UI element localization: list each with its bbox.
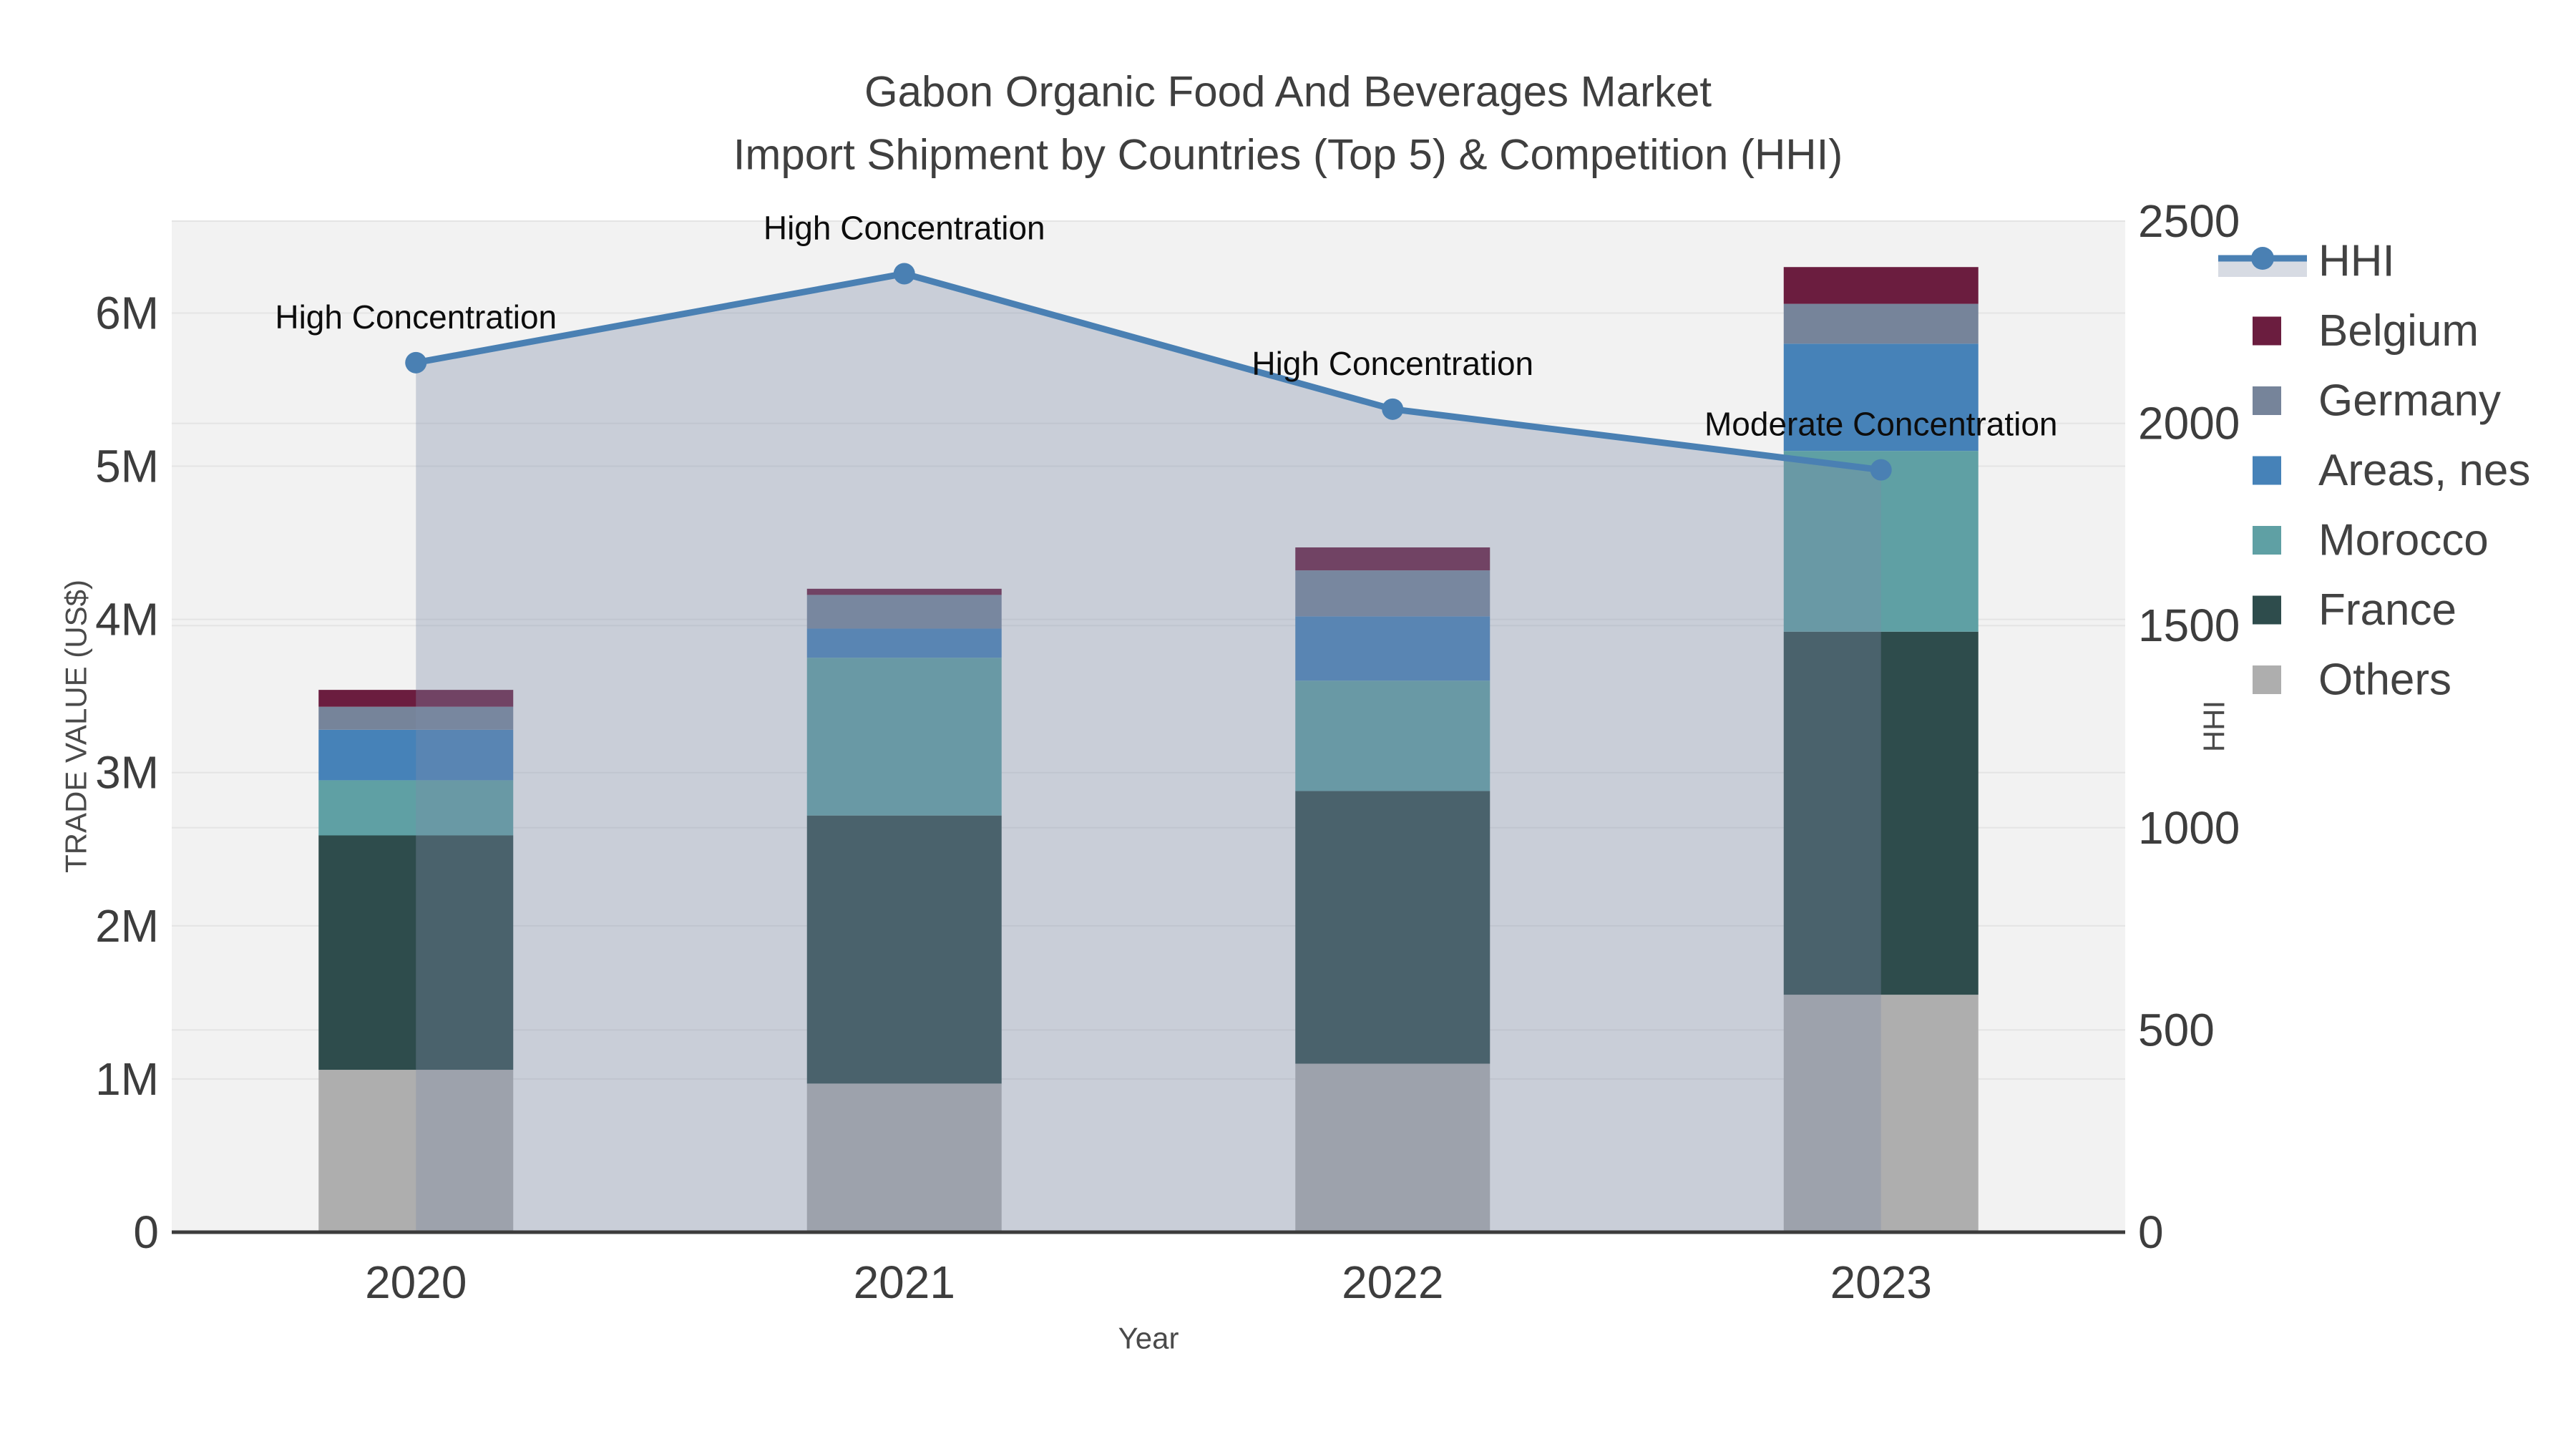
legend-swatch-morocco: [2253, 526, 2281, 555]
hhi-line[interactable]: [415, 270, 1882, 474]
legend-item-areas-nes[interactable]: Areas, nes: [2253, 446, 2530, 495]
bar-segment-morocco-2020[interactable]: [318, 780, 514, 836]
bar-segment-germany-2022[interactable]: [1295, 570, 1491, 617]
x-tick-2023: 2023: [1830, 1257, 1932, 1308]
x-axis-title: Year: [1118, 1322, 1179, 1355]
bar-segment-belgium-2023[interactable]: [1783, 267, 1979, 304]
legend-label-belgium: Belgium: [2318, 306, 2479, 356]
y-left-tick-0: 0: [133, 1206, 159, 1258]
legend-label-france: France: [2318, 585, 2457, 635]
legend-item-germany[interactable]: Germany: [2253, 376, 2501, 426]
legend-label-germany: Germany: [2318, 376, 2501, 426]
y-left-tick-6M: 6M: [95, 287, 159, 338]
bar-segment-germany-2020[interactable]: [318, 706, 514, 730]
legend-label-morocco: Morocco: [2318, 516, 2489, 565]
legend-swatch-areas-nes: [2253, 456, 2281, 485]
legend-label-hhi: HHI: [2318, 237, 2395, 286]
y-left-tick-3M: 3M: [95, 747, 159, 799]
bar-segment-belgium-2022[interactable]: [1295, 547, 1491, 571]
legend-hhi-marker-sample: [2251, 247, 2274, 270]
bar-segment-germany-2023[interactable]: [1783, 303, 1979, 344]
y-left-tick-5M: 5M: [95, 441, 159, 492]
legend-label-areas-nes: Areas, nes: [2318, 446, 2530, 495]
x-tick-2021: 2021: [854, 1257, 955, 1308]
bar-segment-morocco-2022[interactable]: [1295, 680, 1491, 791]
bar-segment-areas-nes-2020[interactable]: [318, 729, 514, 781]
x-tick-2022: 2022: [1342, 1257, 1443, 1308]
bar-segment-france-2020[interactable]: [318, 835, 514, 1070]
y-left-tick-2M: 2M: [95, 900, 159, 952]
annotation-2021: High Concentration: [763, 209, 1045, 246]
legend-label-others: Others: [2318, 655, 2451, 705]
y-right-tick-1000: 1000: [2138, 802, 2240, 854]
stacked-bars: [318, 267, 1979, 1232]
bar-segment-others-2023[interactable]: [1783, 995, 1979, 1232]
legend-item-hhi[interactable]: HHI: [2218, 237, 2395, 286]
legend: HHI Belgium Germany Areas, nes Morocco France…: [2218, 237, 2530, 705]
bar-segment-areas-nes-2021[interactable]: [806, 628, 1002, 658]
bar-segment-france-2021[interactable]: [806, 815, 1002, 1084]
legend-item-france[interactable]: France: [2253, 585, 2457, 635]
y-right-tick-1500: 1500: [2138, 600, 2240, 651]
bar-segment-areas-nes-2022[interactable]: [1295, 616, 1491, 681]
y-right-tick-2500: 2500: [2138, 195, 2240, 247]
bar-segment-others-2020[interactable]: [318, 1070, 514, 1232]
hhi-marker-2023[interactable]: [1870, 459, 1892, 481]
annotation-2022: High Concentration: [1252, 345, 1533, 382]
y-left-tick-4M: 4M: [95, 594, 159, 645]
hhi-marker-2021[interactable]: [893, 263, 915, 285]
annotation-2020: High Concentration: [275, 298, 557, 336]
bar-segment-morocco-2023[interactable]: [1783, 451, 1979, 632]
bar-segment-morocco-2021[interactable]: [806, 658, 1002, 816]
legend-item-belgium[interactable]: Belgium: [2253, 306, 2479, 356]
legend-swatch-others: [2253, 665, 2281, 694]
bar-segment-germany-2021[interactable]: [806, 595, 1002, 629]
bar-segment-france-2022[interactable]: [1295, 791, 1491, 1064]
legend-item-others[interactable]: Others: [2253, 655, 2451, 705]
bar-segment-belgium-2020[interactable]: [318, 690, 514, 707]
y-right-axis-title: HHI: [2197, 701, 2231, 752]
y-right-tick-2000: 2000: [2138, 398, 2240, 449]
bar-segment-others-2021[interactable]: [806, 1083, 1002, 1232]
bar-segment-belgium-2021[interactable]: [806, 588, 1002, 595]
annotation-2023: Moderate Concentration: [1704, 406, 2058, 443]
y-right-tick-500: 500: [2138, 1004, 2215, 1055]
hhi-area-fill: [416, 273, 1881, 1232]
legend-swatch-france: [2253, 595, 2281, 625]
y-left-tick-1M: 1M: [95, 1053, 159, 1105]
bar-segment-areas-nes-2023[interactable]: [1783, 343, 1979, 452]
legend-item-morocco[interactable]: Morocco: [2253, 516, 2489, 565]
bar-segment-others-2022[interactable]: [1295, 1063, 1491, 1233]
y-right-tick-0: 0: [2138, 1206, 2164, 1258]
legend-swatch-belgium: [2253, 316, 2281, 346]
hhi-marker-2020[interactable]: [405, 351, 427, 374]
hhi-marker-2022[interactable]: [1382, 398, 1404, 420]
x-tick-2020: 2020: [365, 1257, 467, 1308]
chart-title-line2: Import Shipment by Countries (Top 5) & C…: [733, 131, 1843, 179]
y-left-axis-title: TRADE VALUE (US$): [59, 580, 93, 873]
legend-swatch-germany: [2253, 386, 2281, 415]
bar-segment-france-2023[interactable]: [1783, 631, 1979, 995]
chart-title-line1: Gabon Organic Food And Beverages Market: [864, 68, 1712, 116]
